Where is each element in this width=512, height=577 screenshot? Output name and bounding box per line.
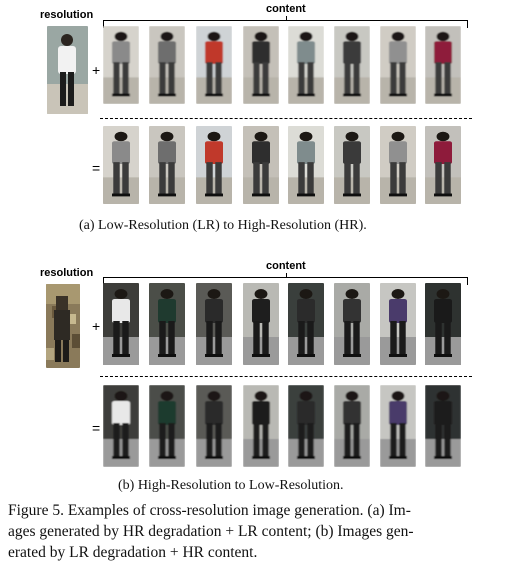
panel-b-generated-person-image-7 [380,385,416,467]
panel-b-resolution-image [46,284,80,368]
panel-b-generated-person-image-4 [243,385,279,467]
panel-a-generated-person-image-4 [243,126,279,204]
panel-a-generated-person-image-3 [196,126,232,204]
panel-a-resolution-image [47,26,88,114]
panel-b-content-person-image-4 [243,283,279,365]
panel-a-separator [100,118,472,119]
figure-caption-line-3: erated by LR degradation + HR content. [8,544,258,561]
panel-b-generated-person-image-8 [425,385,461,467]
panel-b-content-person-image-8 [425,283,461,365]
panel-b-generated-person-image-2 [149,385,185,467]
panel-b-plus: + [92,318,101,334]
panel-a-resolution-label: resolution [40,9,94,21]
panel-a-generated-person-image-8 [425,126,461,204]
panel-a-generated-person-image-5 [288,126,324,204]
panel-a-caption: (a) Low-Resolution (LR) to High-Resoluti… [79,218,367,233]
panel-b-content-person-image-6 [334,283,370,365]
panel-a-generated-person-image-7 [380,126,416,204]
panel-b-content-brace [103,273,468,285]
panel-b-content-person-image-3 [196,283,232,365]
figure-caption-line-1: Figure 5. Examples of cross-resolution i… [8,502,411,519]
panel-b-generated-person-image-6 [334,385,370,467]
panel-a-generated-person-image-6 [334,126,370,204]
panel-b-content-person-image-7 [380,283,416,365]
panel-a-content-person-image-4 [243,26,279,104]
panel-a-generated-person-image-1 [103,126,139,204]
panel-b-content-person-image-5 [288,283,324,365]
panel-a-content-label: content [266,3,306,15]
panel-b-caption: (b) High-Resolution to Low-Resolution. [118,478,344,493]
panel-b-generated-person-image-3 [196,385,232,467]
panel-a-generated-person-image-2 [149,126,185,204]
panel-a-plus: + [92,62,101,78]
figure-caption: Figure 5. Examples of cross-resolution i… [8,500,508,563]
panel-a-content-brace [103,16,468,28]
panel-a-content-person-image-1 [103,26,139,104]
panel-b-equals: = [92,420,101,436]
panel-b-content-person-image-1 [103,283,139,365]
panel-a-content-person-image-3 [196,26,232,104]
panel-b-content-label: content [266,260,306,272]
panel-a-content-person-image-7 [380,26,416,104]
panel-a-content-person-image-2 [149,26,185,104]
panel-b-content-person-image-2 [149,283,185,365]
panel-a-content-person-image-5 [288,26,324,104]
panel-a-content-person-image-6 [334,26,370,104]
panel-a-content-person-image-8 [425,26,461,104]
panel-b-generated-person-image-1 [103,385,139,467]
panel-b-separator [100,376,472,377]
panel-b-resolution-label: resolution [40,267,94,279]
figure-caption-line-2: ages generated by HR degradation + LR co… [8,523,414,540]
panel-a-equals: = [92,160,101,176]
panel-b-generated-person-image-5 [288,385,324,467]
